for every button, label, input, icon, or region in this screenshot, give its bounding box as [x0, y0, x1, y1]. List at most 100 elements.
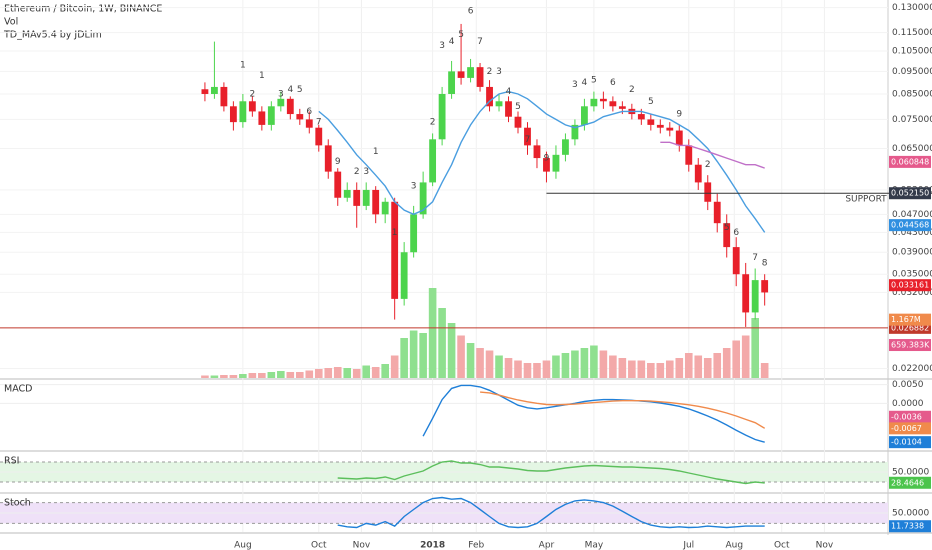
td-count: 9 [544, 154, 550, 164]
td-count: 2 [705, 160, 711, 170]
td-count: 4 [582, 78, 588, 88]
candle-body [210, 86, 218, 94]
volume-bar [343, 368, 352, 378]
subtitle: Vol [4, 17, 18, 28]
td-count: 5 [458, 30, 464, 40]
indicator-line [337, 460, 765, 485]
x-tick-label: Apr [539, 541, 555, 550]
td-count: 5 [724, 223, 730, 233]
badge-label: 0.060848 [891, 157, 929, 166]
volume-bar [409, 330, 418, 378]
badge-label: 0.033161 [891, 281, 929, 290]
y-tick-label: 0.095000 [892, 67, 932, 77]
y-tick-label: 0.039000 [892, 248, 932, 258]
candle-body [277, 98, 285, 107]
badge-label: 28.4646 [891, 478, 924, 487]
candle-body [685, 145, 693, 165]
td-count: 3 [278, 89, 284, 99]
td-count: 9 [676, 110, 682, 120]
candle-body [609, 101, 617, 107]
candle-body [457, 71, 465, 78]
candle-body [410, 214, 418, 253]
td-count: 1 [392, 228, 398, 238]
volume-bar [220, 375, 228, 378]
candle-body [201, 89, 209, 94]
volume-bar [258, 373, 266, 378]
candle-body [419, 182, 427, 215]
volume-bar [713, 353, 722, 378]
td-count: 4 [287, 85, 293, 95]
candle-body [239, 101, 247, 123]
volume-bar [476, 348, 484, 378]
volume-bar [201, 375, 209, 378]
candle-body [438, 93, 446, 140]
candle-body [305, 119, 313, 128]
indicator-line [480, 391, 766, 429]
td-count: 1 [373, 147, 379, 157]
volume-bar [428, 288, 437, 378]
candle-body [315, 127, 323, 146]
td-count: 2 [354, 167, 360, 177]
y-tick-label: 50.0000 [892, 468, 929, 478]
volume-bar [637, 360, 646, 378]
candle-body [723, 223, 731, 248]
candle-body [618, 106, 626, 109]
candle-body [353, 189, 361, 206]
td-count: 3 [363, 167, 369, 177]
price-badge [889, 313, 931, 326]
candle-body [713, 201, 721, 224]
volume-bar [514, 360, 522, 378]
y-tick-label: 0.130000 [892, 3, 932, 13]
price-badge [889, 436, 931, 449]
volume-bar [295, 372, 304, 378]
moving-average [660, 141, 765, 169]
volume-bar [561, 353, 570, 378]
td-count: 2 [629, 85, 635, 95]
volume-bar [580, 348, 589, 378]
td-count: 3 [572, 80, 578, 90]
badge-label: 1.167M [891, 315, 921, 324]
y-tick-label: 0.065000 [892, 144, 932, 154]
badge-label: -0.0104 [891, 438, 922, 447]
candle-body [761, 280, 769, 293]
badge-label: 0.044568 [891, 221, 929, 230]
x-tick-label: Oct [311, 541, 327, 550]
y-tick-label: 0.085000 [892, 89, 932, 99]
candle-body [220, 86, 228, 107]
candle-body [571, 124, 579, 140]
td-count: 3 [439, 41, 445, 51]
volume-bar [352, 369, 361, 378]
badge-label: 11.7338 [891, 522, 924, 531]
indicator-name: TD_MAv5.4 by JDLim [3, 30, 102, 41]
volume-bar [324, 368, 333, 378]
price-badge [889, 187, 931, 200]
td-count: 1 [259, 71, 265, 81]
volume-bar [457, 335, 465, 378]
candle-body [229, 106, 237, 123]
x-tick-label: Aug [234, 541, 252, 550]
price-badge [889, 219, 931, 232]
td-count: 8 [762, 258, 768, 268]
candle-body [599, 98, 607, 102]
volume-bar [210, 375, 219, 378]
candle-body [495, 101, 503, 107]
td-count: 6 [610, 78, 616, 88]
price-badge [889, 339, 931, 352]
candle-body [552, 154, 560, 172]
x-tick-label: May [585, 541, 604, 550]
volume-bar [390, 355, 399, 378]
pane-title: MACD [4, 384, 32, 395]
volume-bar [675, 358, 684, 378]
td-count: 2 [430, 118, 436, 128]
td-count: 2 [487, 67, 493, 77]
candle-body [372, 189, 380, 215]
volume-bar [628, 360, 636, 378]
candle-body [637, 114, 645, 120]
badge-label: -0.0036 [891, 412, 922, 421]
volume-bar [362, 365, 371, 378]
volume-bar [760, 363, 769, 378]
volume-bar [741, 335, 750, 378]
td-count: 4 [449, 37, 455, 47]
volume-bar [552, 355, 560, 378]
